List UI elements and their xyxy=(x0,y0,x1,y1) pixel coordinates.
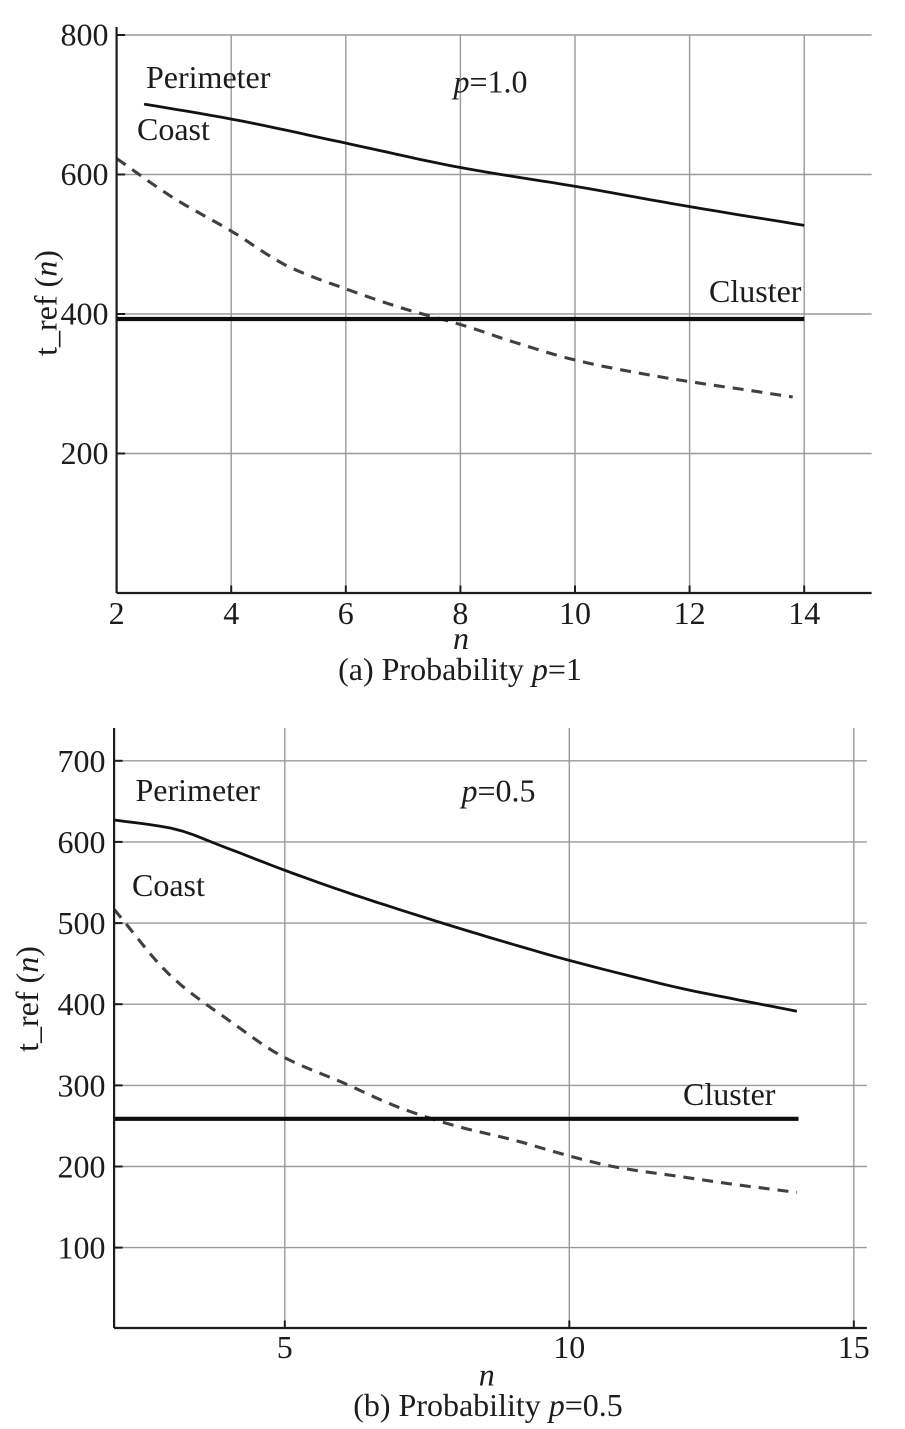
svg-text:600: 600 xyxy=(61,156,109,192)
svg-text:(a) Probability p=1: (a) Probability p=1 xyxy=(338,651,582,687)
svg-text:4: 4 xyxy=(223,595,239,631)
svg-text:100: 100 xyxy=(58,1230,106,1266)
svg-text:700: 700 xyxy=(58,743,106,779)
svg-text:12: 12 xyxy=(674,595,706,631)
svg-text:5: 5 xyxy=(277,1329,293,1365)
svg-text:Cluster: Cluster xyxy=(709,273,802,309)
svg-text:n: n xyxy=(453,620,469,656)
svg-text:200: 200 xyxy=(58,1149,106,1185)
svg-text:t_ref (n): t_ref (n) xyxy=(28,250,64,356)
svg-text:Coast: Coast xyxy=(137,111,210,147)
svg-text:Perimeter: Perimeter xyxy=(136,772,261,808)
svg-text:8: 8 xyxy=(452,595,468,631)
svg-text:6: 6 xyxy=(338,595,354,631)
svg-text:(b) Probability p=0.5: (b) Probability p=0.5 xyxy=(353,1387,623,1423)
svg-text:10: 10 xyxy=(553,1329,585,1365)
svg-text:600: 600 xyxy=(58,824,106,860)
svg-text:n: n xyxy=(479,1357,495,1393)
svg-text:10: 10 xyxy=(559,595,591,631)
svg-text:200: 200 xyxy=(61,435,109,471)
svg-text:400: 400 xyxy=(58,986,106,1022)
svg-text:p=0.5: p=0.5 xyxy=(460,773,536,809)
svg-text:14: 14 xyxy=(788,595,820,631)
svg-text:800: 800 xyxy=(61,17,109,53)
svg-text:p=1.0: p=1.0 xyxy=(452,64,528,100)
svg-text:Cluster: Cluster xyxy=(683,1076,776,1112)
svg-text:500: 500 xyxy=(58,905,106,941)
svg-text:400: 400 xyxy=(61,296,109,332)
svg-text:15: 15 xyxy=(838,1329,870,1365)
svg-text:t_ref (n): t_ref (n) xyxy=(9,946,45,1052)
svg-text:Perimeter: Perimeter xyxy=(146,59,271,95)
svg-text:2: 2 xyxy=(109,595,125,631)
svg-text:Coast: Coast xyxy=(132,867,205,903)
svg-text:300: 300 xyxy=(58,1067,106,1103)
